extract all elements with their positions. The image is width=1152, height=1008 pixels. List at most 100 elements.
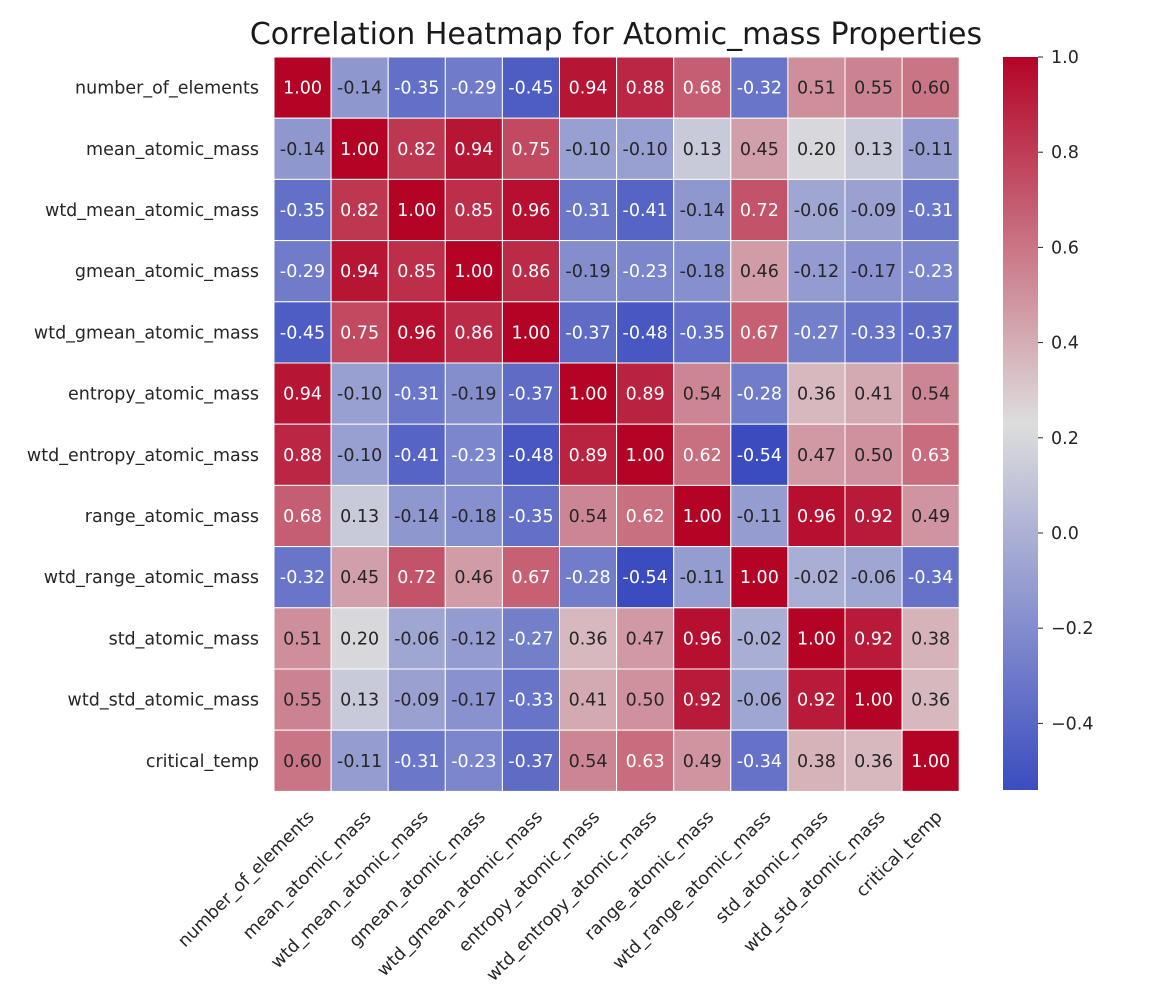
cell-value-label: 0.47 xyxy=(626,629,665,649)
heatmap-cell xyxy=(730,423,789,486)
cell-value-label: 0.13 xyxy=(683,140,722,160)
colorbar: 1.0 0.8 0.6 0.4 0.2 0.0 −0.2 −0.4 xyxy=(1003,48,1094,790)
heatmap-cell xyxy=(387,668,446,731)
heatmap-cell xyxy=(616,607,675,670)
heatmap-cell xyxy=(559,362,618,425)
cell-value-label: -0.31 xyxy=(908,201,953,221)
heatmap-cell xyxy=(444,362,503,425)
heatmap-cell xyxy=(616,117,675,180)
cell-value-label: 0.75 xyxy=(511,140,550,160)
cell-value-label: 1.00 xyxy=(397,201,436,221)
heatmap-cell xyxy=(730,362,789,425)
cell-value-label: 0.50 xyxy=(626,691,665,711)
heatmap-cell xyxy=(616,240,675,303)
heatmap-cell xyxy=(559,729,618,792)
cell-value-label: -0.27 xyxy=(508,629,553,649)
heatmap-cell xyxy=(273,240,332,303)
cell-value-label: -0.11 xyxy=(337,752,382,772)
cell-value-label: -0.06 xyxy=(851,568,896,588)
cell-value-label: 0.60 xyxy=(283,752,322,772)
cell-value-label: 1.00 xyxy=(511,323,550,343)
cell-value-label: 0.20 xyxy=(797,140,836,160)
cell-value-label: -0.02 xyxy=(794,568,839,588)
heatmap-cell xyxy=(501,423,560,486)
cell-value-label: -0.18 xyxy=(451,507,496,527)
heatmap-cell xyxy=(901,484,960,548)
cell-value-label: 0.54 xyxy=(569,752,608,772)
cell-value-label: 0.41 xyxy=(854,385,893,405)
cell-value-label: 0.45 xyxy=(340,568,379,588)
column-labels: number_of_elementsmean_atomic_masswtd_me… xyxy=(174,807,946,985)
cell-value-label: -0.31 xyxy=(394,385,439,405)
cell-value-label: -0.33 xyxy=(508,691,553,711)
heatmap-cell xyxy=(444,484,503,548)
cell-value-label: 0.36 xyxy=(911,691,950,711)
heatmap-cell xyxy=(787,362,846,425)
cell-value-label: 1.00 xyxy=(340,140,379,160)
cell-value-label: 0.86 xyxy=(454,323,493,343)
heatmap-cell xyxy=(787,484,846,548)
cell-value-label: -0.35 xyxy=(680,323,725,343)
heatmap-cell xyxy=(387,729,446,792)
cell-value-label: 0.96 xyxy=(683,629,722,649)
cell-value-label: 0.63 xyxy=(911,446,950,466)
cell-value-label: 0.96 xyxy=(797,507,836,527)
cell-value-label: 0.68 xyxy=(683,79,722,99)
cell-value-label: -0.11 xyxy=(908,140,953,160)
cell-value-label: 1.00 xyxy=(569,385,608,405)
cell-value-label: -0.23 xyxy=(623,262,668,282)
row-tick-label: mean_atomic_mass xyxy=(86,140,259,160)
heatmap-cell xyxy=(501,484,560,548)
cell-value-label: -0.31 xyxy=(394,752,439,772)
chart-title: Correlation Heatmap for Atomic_mass Prop… xyxy=(250,17,982,52)
cell-value-label: -0.37 xyxy=(565,323,610,343)
cell-value-label: -0.23 xyxy=(451,446,496,466)
cell-value-label: 0.75 xyxy=(340,323,379,343)
heatmap-cell xyxy=(273,301,332,364)
cell-value-label: 1.00 xyxy=(854,691,893,711)
heatmap-cell xyxy=(387,301,446,364)
heatmap-cell xyxy=(901,546,960,609)
heatmap-cell xyxy=(844,117,903,180)
cell-value-label: 1.00 xyxy=(683,507,722,527)
cell-value-label: 1.00 xyxy=(740,568,779,588)
heatmap-cell xyxy=(616,729,675,792)
cell-value-label: -0.23 xyxy=(908,262,953,282)
heatmap-cell xyxy=(901,117,960,180)
heatmap-cell xyxy=(673,56,732,119)
heatmap-cell xyxy=(501,301,560,364)
colorbar-tick-label: 0.2 xyxy=(1051,429,1079,449)
cell-value-label: -0.35 xyxy=(508,507,553,527)
heatmap-cell xyxy=(844,484,903,548)
heatmap-cell xyxy=(330,56,389,119)
heatmap-cell xyxy=(387,56,446,119)
heatmap-cell xyxy=(273,546,332,609)
cell-value-label: 0.86 xyxy=(511,262,550,282)
cell-value-label: -0.27 xyxy=(794,323,839,343)
heatmap-cell xyxy=(901,240,960,303)
cell-value-label: 0.47 xyxy=(797,446,836,466)
cell-value-label: 0.13 xyxy=(854,140,893,160)
cell-value-label: -0.02 xyxy=(737,629,782,649)
row-tick-label: number_of_elements xyxy=(75,79,259,99)
cell-value-label: 0.45 xyxy=(740,140,779,160)
cell-value-label: -0.34 xyxy=(908,568,953,588)
heatmap-cell xyxy=(330,546,389,609)
cell-value-label: 0.72 xyxy=(740,201,779,221)
row-tick-label: wtd_std_atomic_mass xyxy=(68,691,259,711)
heatmap-cell xyxy=(387,423,446,486)
heatmap-cell xyxy=(616,668,675,731)
cell-value-label: -0.19 xyxy=(565,262,610,282)
heatmap-cell xyxy=(559,56,618,119)
cell-value-label: 0.96 xyxy=(511,201,550,221)
heatmap-cell xyxy=(444,423,503,486)
cell-value-label: 0.94 xyxy=(283,385,322,405)
heatmap-cell xyxy=(273,56,332,119)
cell-value-label: -0.17 xyxy=(451,691,496,711)
cell-value-label: 0.38 xyxy=(797,752,836,772)
heatmap-cell xyxy=(616,362,675,425)
cell-value-label: -0.17 xyxy=(851,262,896,282)
cell-value-label: 0.54 xyxy=(911,385,950,405)
heatmap-cell xyxy=(616,484,675,548)
cell-value-label: 0.82 xyxy=(340,201,379,221)
